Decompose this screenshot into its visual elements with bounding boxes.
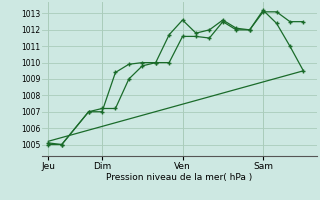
X-axis label: Pression niveau de la mer( hPa ): Pression niveau de la mer( hPa ) bbox=[106, 173, 252, 182]
